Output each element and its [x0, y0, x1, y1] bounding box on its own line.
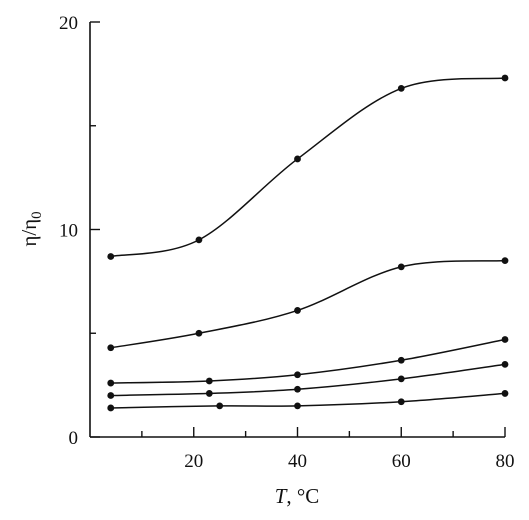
series-4	[107, 360, 509, 399]
data-point	[195, 236, 203, 244]
x-axis-title-variable: T	[275, 484, 288, 508]
series-3	[107, 336, 509, 387]
x-tick-label: 80	[496, 451, 515, 472]
x-tick-label: 20	[184, 451, 203, 472]
data-point	[397, 356, 405, 364]
data-point	[294, 371, 301, 379]
data-point	[216, 402, 224, 410]
series-line	[110, 338, 506, 384]
data-point	[397, 85, 405, 92]
series-line	[110, 77, 506, 258]
y-axis-title-main: η/η	[17, 219, 41, 247]
data-point	[195, 329, 203, 337]
series-line	[110, 392, 506, 409]
data-point	[107, 253, 115, 260]
series-line	[110, 259, 506, 349]
y-tick-label: 10	[59, 221, 78, 242]
data-point	[294, 385, 301, 393]
tick-labels: 20 40 60 80 0 10 20	[59, 13, 515, 472]
series-line	[110, 363, 506, 397]
series-2	[107, 257, 509, 352]
data-point	[397, 375, 405, 383]
data-point	[294, 307, 301, 314]
data-point	[397, 263, 405, 271]
data-point	[205, 377, 213, 385]
data-point	[107, 344, 115, 352]
y-tick-label: 0	[69, 428, 79, 449]
data-point	[107, 404, 115, 412]
series-layer	[107, 74, 509, 412]
data-point	[501, 390, 509, 397]
x-axis-title-unit: , °C	[286, 484, 319, 508]
x-tick-label: 60	[392, 451, 411, 472]
y-axis-title: η/η0	[17, 211, 45, 246]
x-tick-label: 40	[288, 451, 307, 472]
series-1	[107, 74, 509, 260]
data-point	[205, 390, 213, 397]
data-point	[501, 257, 509, 265]
data-point	[107, 379, 115, 387]
data-point	[501, 360, 509, 368]
data-point	[294, 155, 301, 163]
data-point	[501, 74, 509, 82]
series-5	[107, 390, 509, 412]
data-point	[294, 402, 301, 410]
ticks	[90, 21, 506, 438]
data-point	[397, 398, 405, 406]
y-axis-title-subscript: 0	[29, 211, 45, 219]
data-point	[107, 392, 115, 399]
data-point	[501, 336, 509, 343]
y-tick-label: 20	[59, 13, 78, 34]
x-axis-title: T, °C	[275, 484, 320, 508]
